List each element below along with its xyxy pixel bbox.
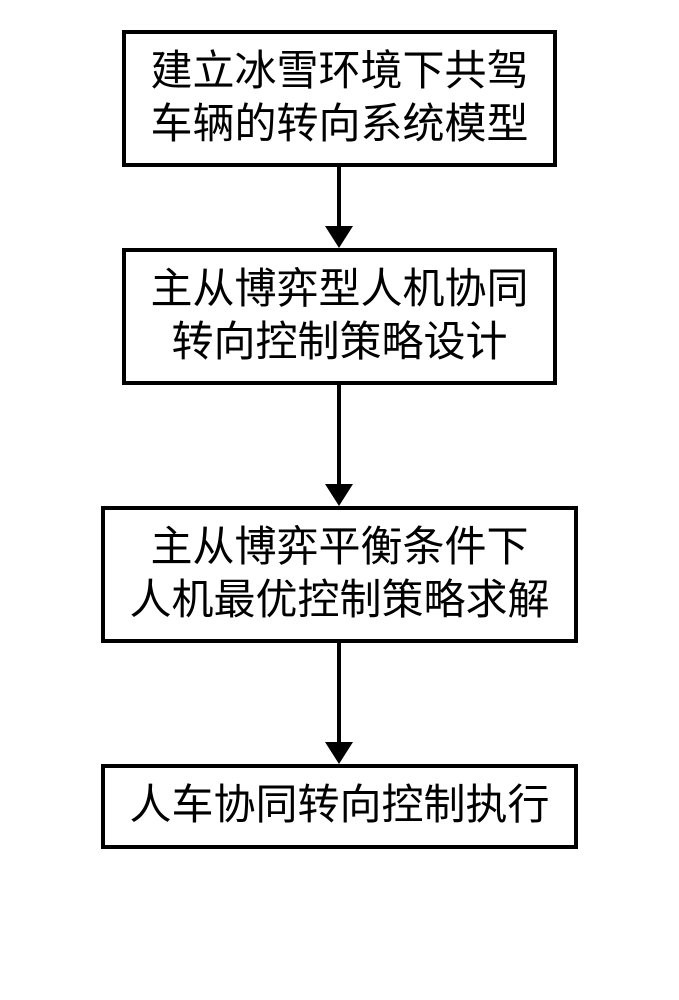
arrow-3 <box>325 643 353 764</box>
arrow-2 <box>325 385 353 506</box>
step2-line1: 主从博弈型人机协同 <box>150 264 528 317</box>
step2-line2: 转向控制策略设计 <box>150 317 528 370</box>
step1-line1: 建立冰雪环境下共驾 <box>150 46 528 99</box>
arrow-1 <box>325 167 353 248</box>
step3-line1: 主从博弈平衡条件下 <box>129 522 549 575</box>
arrow-line-1 <box>337 167 341 227</box>
flowchart-step-1: 建立冰雪环境下共驾 车辆的转向系统模型 <box>122 30 556 167</box>
step3-line2: 人机最优控制策略求解 <box>129 575 549 628</box>
arrow-head-1 <box>325 226 353 248</box>
arrow-head-3 <box>325 742 353 764</box>
flowchart-step-2: 主从博弈型人机协同 转向控制策略设计 <box>122 248 556 385</box>
step4-line1: 人车协同转向控制执行 <box>129 780 549 833</box>
flowchart-container: 建立冰雪环境下共驾 车辆的转向系统模型 主从博弈型人机协同 转向控制策略设计 主… <box>101 30 577 849</box>
step1-line2: 车辆的转向系统模型 <box>150 99 528 152</box>
flowchart-step-4: 人车协同转向控制执行 <box>101 764 577 849</box>
flowchart-step-3: 主从博弈平衡条件下 人机最优控制策略求解 <box>101 506 577 643</box>
arrow-line-2 <box>337 385 341 485</box>
arrow-line-3 <box>337 643 341 743</box>
arrow-head-2 <box>325 484 353 506</box>
